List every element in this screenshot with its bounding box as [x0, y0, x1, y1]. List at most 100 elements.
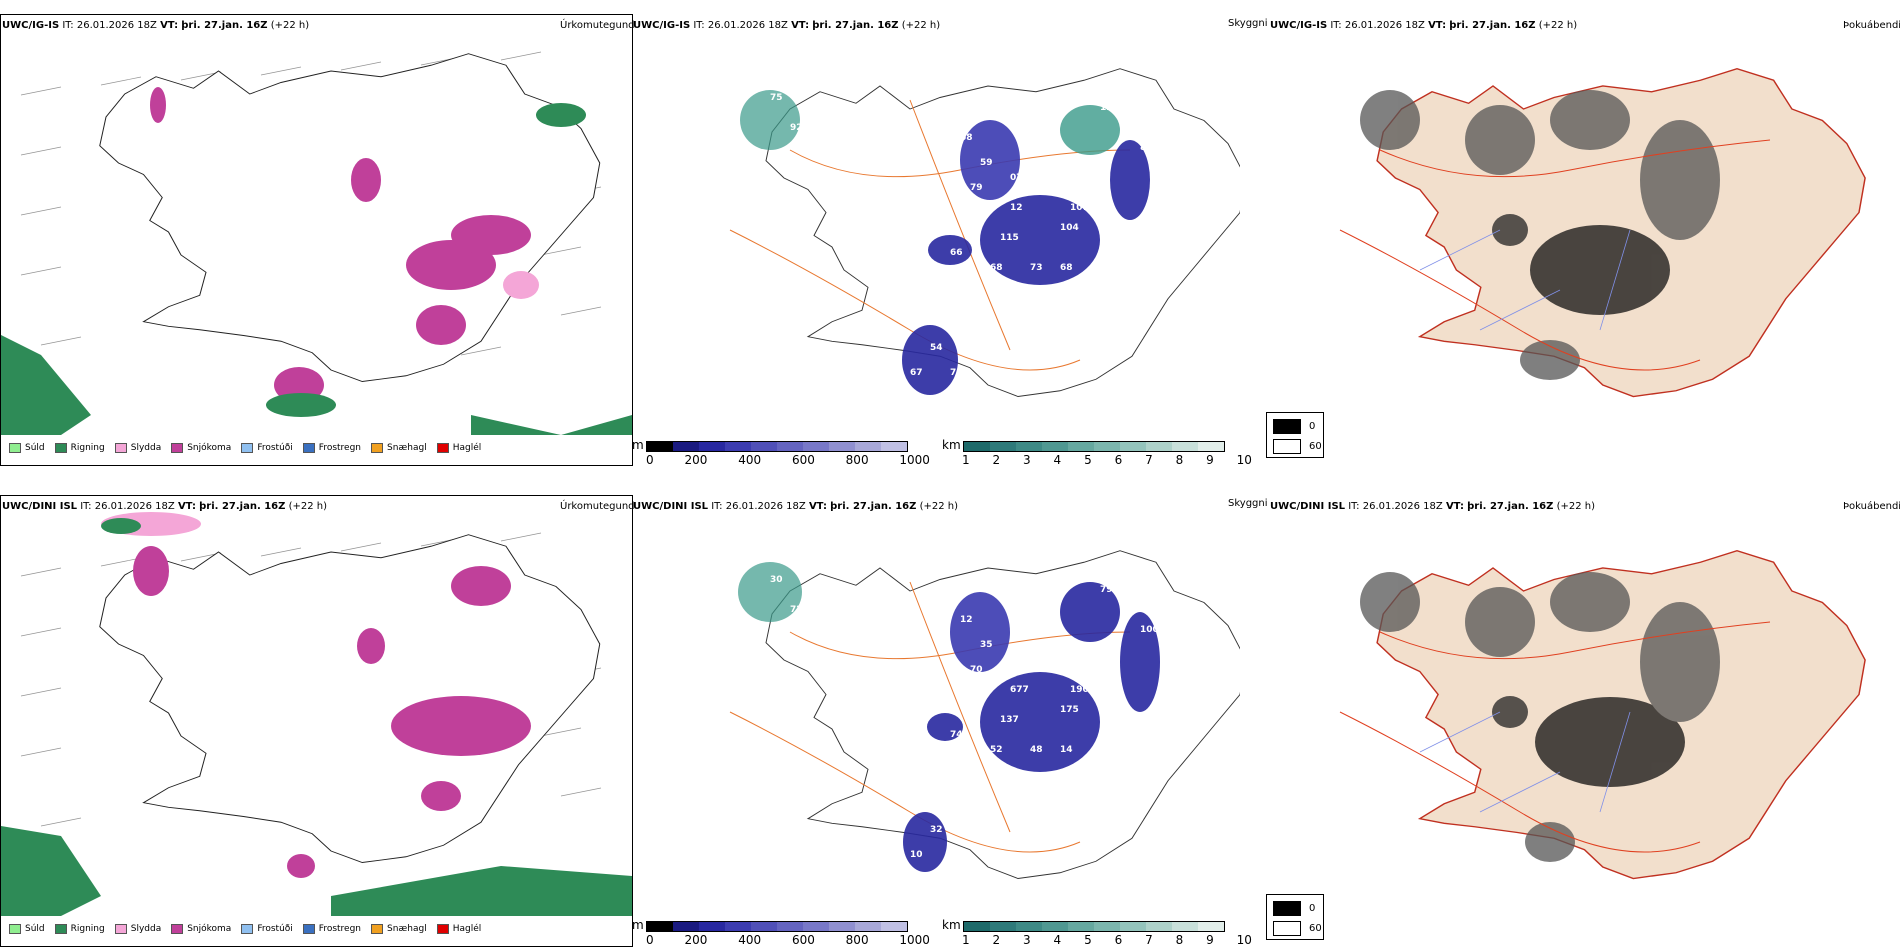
visibility-value: 82 [950, 850, 963, 860]
legend-swatch [302, 924, 315, 934]
colorbar-cell [1171, 442, 1198, 451]
visibility-value: 89 [1170, 665, 1183, 675]
visibility-labels: 75 92 68 59 79 20 07 26 12 45 107 104 315 66 115 68 73 68… [770, 93, 1183, 403]
scale-tick: 1 [962, 453, 970, 467]
legend-swatch [371, 924, 384, 934]
visibility-value: 99 [1155, 775, 1168, 785]
offset: (+22 h) [919, 501, 959, 512]
visibility-map-1: 75 92 68 59 79 20 07 26 12 45 107 104 315 66 115 68 73 68… [660, 30, 1240, 430]
visibility-value: 42 [1080, 343, 1093, 353]
precip-map-svg-2 [1, 512, 632, 916]
colorbar-cell [724, 922, 751, 931]
it-value: 26.01.2026 18Z [707, 20, 788, 31]
vt-value: þri. 27.jan. 16Z [181, 20, 268, 31]
legend-label: Snjókoma [187, 924, 232, 934]
legend-swatch [371, 443, 384, 453]
visibility-value: 74 [960, 685, 973, 695]
model-name: UWC/IG-IS [2, 20, 60, 31]
visibility-low-areas [740, 90, 1150, 395]
snow-areas [150, 87, 539, 403]
it-label: IT: [80, 501, 92, 512]
visibility-value: 35 [980, 640, 993, 650]
visibility-value: 32 [1130, 795, 1143, 805]
it-label: IT: [62, 20, 74, 31]
height-colorbar-2 [645, 921, 908, 932]
vt-value: þri. 27.jan. 16Z [812, 20, 899, 31]
visibility-title-2: Skyggni [1228, 498, 1268, 509]
km-scale-1: km 1 2 3 4 5 6 7 8 9 10 [942, 438, 1252, 467]
it-label: IT: [711, 501, 723, 512]
colorbar-cell [880, 922, 907, 931]
height-ticks: 0 200 400 600 800 1000 [646, 453, 930, 467]
colorbar-cell [989, 922, 1016, 931]
visibility-value: 677 [1010, 685, 1029, 695]
visibility-value: 70 [1140, 735, 1153, 745]
visibility-value: 68 [990, 263, 1003, 273]
visibility-value: 72 [790, 605, 803, 615]
offset: (+22 h) [288, 501, 328, 512]
colorbar-cell [802, 922, 829, 931]
offset: (+22 h) [270, 20, 310, 31]
precip-map-svg-1 [1, 51, 632, 435]
fog-map-1 [1300, 30, 1880, 430]
visibility-value: 114 [1120, 123, 1139, 133]
legend-item-frostregn: Frostregn [302, 924, 361, 934]
legend-swatch [302, 443, 315, 453]
legend-label: Súld [25, 924, 45, 934]
height-scale-1: m 0 200 400 600 800 1000 [632, 438, 930, 467]
legend-swatch [114, 443, 127, 453]
legend-swatch [436, 443, 449, 453]
visibility-value: 122 [1120, 755, 1139, 765]
visibility-value: 73 [1030, 263, 1043, 273]
scale-tick: 7 [1145, 933, 1153, 947]
visibility-title: Skyggni [1228, 18, 1268, 29]
legend-label: Slydda [130, 443, 162, 453]
fog-legend-2: 0 60 [1266, 894, 1324, 940]
scale-tick: 600 [791, 933, 815, 947]
visibility-value: 83 [1165, 213, 1178, 223]
legend-item-snæhagl: Snæhagl [371, 924, 427, 934]
scale-tick: 800 [845, 933, 869, 947]
colorbar-cell [1119, 922, 1146, 931]
model-name: UWC/DINI ISL [633, 501, 709, 512]
vt-label: VT: [791, 20, 810, 31]
legend-label: Slydda [130, 924, 162, 934]
fog-title: Þokuábendi [1843, 20, 1900, 31]
precip-title: Úrkomutegund [560, 20, 635, 31]
legend-item-haglél: Haglél [436, 924, 482, 934]
it-label: IT: [693, 20, 705, 31]
visibility-value: 26 [1030, 183, 1043, 193]
legend-label: Haglél [452, 924, 482, 934]
visibility-value: 74 [950, 730, 963, 740]
legend-item-rigning: Rigning [54, 443, 105, 453]
km-unit: km [942, 438, 961, 452]
colorbar-cell [854, 922, 881, 931]
scale-tick: 9 [1206, 933, 1214, 947]
colorbar-cell [1093, 922, 1120, 931]
fog-legend-1: 0 60 [1266, 412, 1324, 458]
visibility-value: 50 [1090, 303, 1103, 313]
colorbar-cell [698, 442, 725, 451]
scale-tick: 2 [992, 933, 1001, 947]
visibility-value: 93 [1130, 238, 1143, 248]
visibility-value: 54 [930, 343, 943, 353]
row2-header-right: UWC/DINI ISL IT: 26.01.2026 18Z VT: þri.… [1270, 501, 1595, 512]
scale-tick: 200 [684, 453, 708, 467]
visibility-value: 92 [790, 123, 803, 133]
height-unit: m [632, 918, 644, 932]
visibility-value: 27 [1160, 755, 1173, 765]
legend-item-súld: Súld [9, 924, 45, 934]
scale-tick: 600 [791, 453, 815, 467]
vt-value: þri. 27.jan. 16Z [830, 501, 917, 512]
offset: (+22 h) [1556, 501, 1596, 512]
visibility-value: 66 [950, 248, 963, 258]
precip-map-2: Súld Rigning Slydda Snjókoma Frostúði Frostre… [0, 495, 633, 947]
legend-swatch [54, 924, 67, 934]
colorbar-cell [854, 442, 881, 451]
legend-item-rigning: Rigning [54, 924, 105, 934]
visibility-value: 804 [1130, 720, 1149, 730]
scale-tick: 5 [1084, 453, 1092, 467]
legend-label: Snæhagl [387, 924, 427, 934]
colorbar-cell [646, 922, 673, 931]
fog-svg-2 [1339, 550, 1866, 880]
